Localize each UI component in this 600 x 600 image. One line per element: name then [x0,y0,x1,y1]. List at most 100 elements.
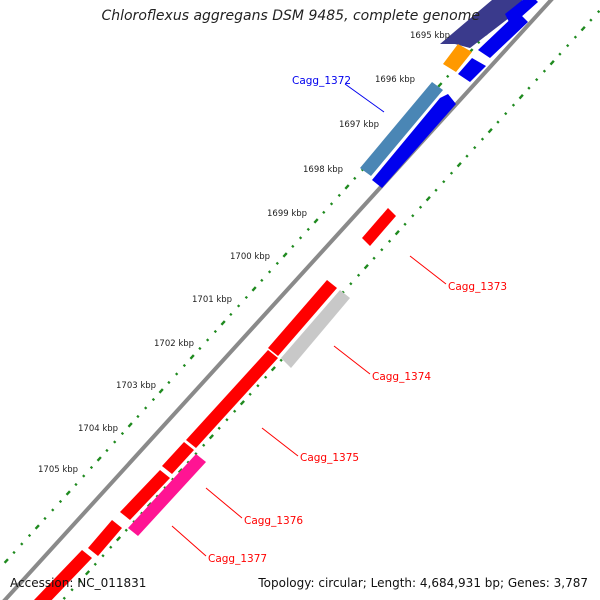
gene-label-cagg-1377[interactable]: Cagg_1377 [208,553,267,565]
tick-line-inner-tick [70,588,74,592]
kbp-label: 1702 kbp [154,339,194,349]
kbp-label: 1704 kbp [78,424,118,434]
tick-line-outer-tick [65,490,71,496]
kbp-label: 1703 kbp [116,381,156,391]
cagg-1376-pink[interactable] [128,454,206,536]
tick-line-outer-tick [158,388,164,394]
tick-line-inner-tick [456,162,462,168]
tick-line-inner-tick [225,418,229,422]
tick-line-outer-tick [229,312,233,317]
tick-line-outer-tick [74,482,78,487]
tick-line-inner-tick [233,409,237,413]
tick-line-outer-tick [151,397,156,402]
tick-line-outer-tick [306,227,310,232]
tick-line-outer-tick [291,244,295,249]
cagg-1373-red[interactable] [362,208,396,246]
tick-line-inner-tick [171,477,175,481]
tick-line-outer-tick [213,329,217,334]
tick-line-outer-tick [244,295,248,300]
cagg-1375-red-b[interactable] [186,350,278,448]
kbp-label: 1705 kbp [38,465,78,475]
red-e[interactable] [88,520,122,556]
gene-features [34,0,538,600]
kbp-label: 1696 kbp [375,75,415,85]
tick-line-outer-tick [175,372,179,376]
cagg-1374-gray[interactable] [281,290,350,368]
tick-line-inner-tick [566,44,570,48]
gene-label-cagg-1372[interactable]: Cagg_1372 [292,75,351,87]
cagg-1372-blue[interactable] [372,94,456,188]
tick-line-inner-tick [380,248,384,252]
tick-line-inner-tick [573,35,578,39]
tick-line-outer-tick [282,252,288,258]
gene-leader-line [261,427,299,457]
kbp-label: 1700 kbp [230,252,270,262]
tick-line-outer-tick [477,40,481,44]
tick-line-outer-tick [82,474,86,478]
tick-line-outer-tick [3,558,9,564]
gene-label-cagg-1373[interactable]: Cagg_1373 [448,281,507,293]
gene-label-cagg-1375[interactable]: Cagg_1375 [300,452,359,464]
tick-line-inner-tick [589,18,593,22]
kbp-label: 1697 kbp [339,120,379,130]
tick-line-inner-tick [387,239,392,243]
gene-leader-line [171,525,207,557]
tick-line-inner-tick [549,60,555,66]
red-f[interactable] [34,550,92,600]
tick-line-inner-tick [202,443,206,447]
cagg-1375-red-a[interactable] [268,280,337,356]
cagg-1372-steel[interactable] [360,82,443,176]
tick-line-outer-tick [298,236,303,240]
tick-line-inner-tick [558,52,562,56]
tick-line-inner-tick [363,264,369,270]
tick-line-outer-tick [105,448,109,453]
tick-line-outer-tick [12,550,16,555]
feature-orange[interactable] [443,44,472,72]
tick-line-outer-tick [260,278,264,283]
tick-line-inner-tick [208,434,215,440]
tick-line-inner-tick [101,554,105,558]
kbp-label: 1699 kbp [267,209,307,219]
tick-line-inner-tick [487,128,493,134]
tick-line-inner-tick [480,137,485,141]
tick-line-inner-tick [109,545,113,549]
tick-line-inner-tick [186,460,190,464]
cagg-1375-red-c[interactable] [162,442,194,474]
tick-line-outer-tick [89,465,94,470]
tick-line-outer-tick [205,338,210,342]
feature-blue-3[interactable] [458,58,486,82]
tick-line-inner-tick [580,25,586,32]
tick-line-outer-tick [167,380,171,385]
tick-line-inner-tick [597,10,600,14]
tick-line-inner-tick [84,570,91,576]
gene-leader-line [409,255,447,285]
gene-label-cagg-1376[interactable]: Cagg_1376 [244,515,303,527]
tick-line-outer-tick [337,193,341,198]
tick-line-inner-tick [194,452,198,456]
tick-line-outer-tick [34,524,40,530]
tick-line-inner-tick [177,468,184,474]
map-title: Chloroflexus aggregans DSM 9485, complet… [101,8,480,24]
tick-line-inner-tick [518,94,524,100]
tick-line-outer-tick [144,406,148,410]
gene-label-cagg-1374[interactable]: Cagg_1374 [372,371,431,383]
red-d[interactable] [120,470,170,520]
feature-blue-2[interactable] [478,12,528,58]
tick-line-inner-tick [496,120,500,124]
tick-line-inner-tick [124,528,128,532]
accession-text: Accession: NC_011831 [10,576,147,590]
feature-navy-1[interactable] [440,0,522,48]
tick-line-outer-tick [220,320,226,326]
tick-line-outer-tick [275,261,279,266]
tick-line-outer-tick [446,74,450,79]
tick-line-inner-tick [239,400,245,406]
tick-line-outer-tick [267,270,272,274]
tick-line-outer-tick [353,176,357,181]
tick-line-inner-tick [449,171,454,175]
tick-line-inner-tick [535,78,539,82]
kbp-label: 1701 kbp [192,295,232,305]
tick-line-outer-tick [322,210,326,215]
tick-line-inner-tick [511,103,516,107]
tick-line-outer-tick [58,499,63,504]
